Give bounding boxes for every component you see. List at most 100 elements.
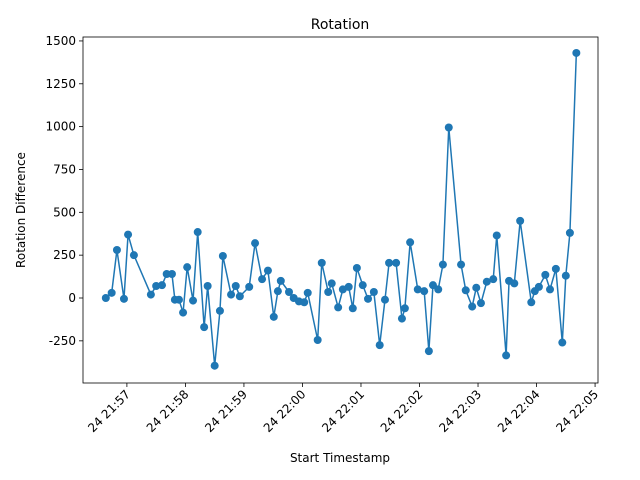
point bbox=[317, 258, 326, 267]
point bbox=[516, 216, 525, 225]
point bbox=[527, 298, 536, 307]
point bbox=[303, 288, 312, 297]
point bbox=[420, 287, 429, 296]
point bbox=[558, 338, 567, 347]
point bbox=[397, 314, 406, 323]
point bbox=[375, 341, 384, 350]
point bbox=[258, 275, 267, 284]
point bbox=[510, 279, 519, 288]
point bbox=[400, 304, 409, 313]
point bbox=[179, 308, 188, 317]
x-tick-label: 24 22:00 bbox=[261, 387, 309, 435]
point bbox=[492, 231, 501, 240]
point bbox=[273, 287, 282, 296]
x-tick-label: 24 21:57 bbox=[85, 387, 133, 435]
point bbox=[251, 239, 260, 248]
point bbox=[369, 288, 378, 297]
point bbox=[167, 270, 176, 279]
point bbox=[457, 260, 466, 269]
point bbox=[146, 290, 155, 299]
y-tick-label: -250 bbox=[49, 334, 76, 348]
point bbox=[434, 285, 443, 294]
chart-title: Rotation bbox=[311, 17, 370, 33]
point bbox=[413, 285, 422, 294]
point bbox=[461, 286, 470, 295]
point bbox=[276, 276, 285, 285]
point bbox=[112, 246, 121, 255]
point bbox=[502, 351, 511, 360]
point bbox=[231, 282, 240, 291]
point bbox=[334, 303, 343, 312]
x-tick-label: 24 22:04 bbox=[495, 387, 543, 435]
point bbox=[565, 228, 574, 237]
point bbox=[218, 252, 227, 261]
x-tick-label: 24 21:59 bbox=[202, 387, 250, 435]
point bbox=[193, 228, 202, 237]
point bbox=[203, 282, 212, 291]
x-tick-label: 24 22:01 bbox=[319, 387, 367, 435]
point bbox=[534, 282, 543, 291]
y-axis-label: Rotation Difference bbox=[14, 152, 28, 268]
point bbox=[424, 347, 433, 356]
point bbox=[468, 302, 477, 311]
point bbox=[300, 298, 309, 307]
point bbox=[551, 264, 560, 273]
point bbox=[364, 294, 373, 303]
plot-frame bbox=[82, 36, 599, 384]
y-tick-label: 0 bbox=[68, 291, 76, 305]
y-tick-label: 250 bbox=[53, 248, 76, 262]
point bbox=[235, 292, 244, 301]
point bbox=[152, 282, 161, 291]
x-tick-label: 24 22:02 bbox=[378, 387, 426, 435]
point bbox=[482, 277, 491, 286]
point bbox=[285, 288, 293, 297]
x-tick-label: 24 21:58 bbox=[144, 387, 192, 435]
point bbox=[348, 304, 357, 313]
point bbox=[546, 285, 555, 294]
point bbox=[124, 230, 133, 239]
x-tick-label: 24 22:03 bbox=[436, 387, 484, 435]
point bbox=[189, 296, 198, 305]
point bbox=[215, 306, 224, 315]
point bbox=[327, 279, 336, 288]
point bbox=[358, 281, 367, 290]
point bbox=[438, 260, 447, 269]
point bbox=[183, 263, 192, 272]
series-line bbox=[105, 52, 578, 366]
point bbox=[476, 299, 485, 308]
point bbox=[561, 271, 570, 280]
point bbox=[101, 293, 110, 302]
point bbox=[245, 282, 254, 291]
point bbox=[392, 258, 401, 267]
point bbox=[472, 283, 481, 292]
point bbox=[119, 294, 128, 303]
point bbox=[344, 282, 353, 291]
point bbox=[541, 270, 550, 279]
point bbox=[158, 281, 167, 290]
point bbox=[313, 335, 322, 344]
point bbox=[444, 123, 453, 132]
point bbox=[385, 258, 394, 267]
point bbox=[210, 361, 219, 370]
point bbox=[129, 251, 138, 260]
x-tick-label: 24 22:05 bbox=[553, 387, 601, 435]
point bbox=[406, 238, 415, 247]
y-tick-label: 1500 bbox=[45, 34, 76, 48]
point bbox=[107, 288, 116, 297]
point bbox=[380, 295, 389, 304]
point bbox=[200, 323, 209, 332]
y-tick-label: 1000 bbox=[45, 120, 76, 134]
x-axis-label: Start Timestamp bbox=[290, 451, 390, 465]
point bbox=[352, 264, 361, 273]
point bbox=[227, 290, 236, 299]
y-tick-label: 750 bbox=[53, 162, 76, 176]
y-tick-label: 500 bbox=[53, 205, 76, 219]
point bbox=[174, 295, 183, 304]
point bbox=[572, 48, 581, 57]
point bbox=[269, 312, 278, 321]
point bbox=[263, 266, 272, 275]
point bbox=[324, 288, 333, 297]
point bbox=[489, 275, 498, 284]
y-tick-label: 1250 bbox=[45, 77, 76, 91]
